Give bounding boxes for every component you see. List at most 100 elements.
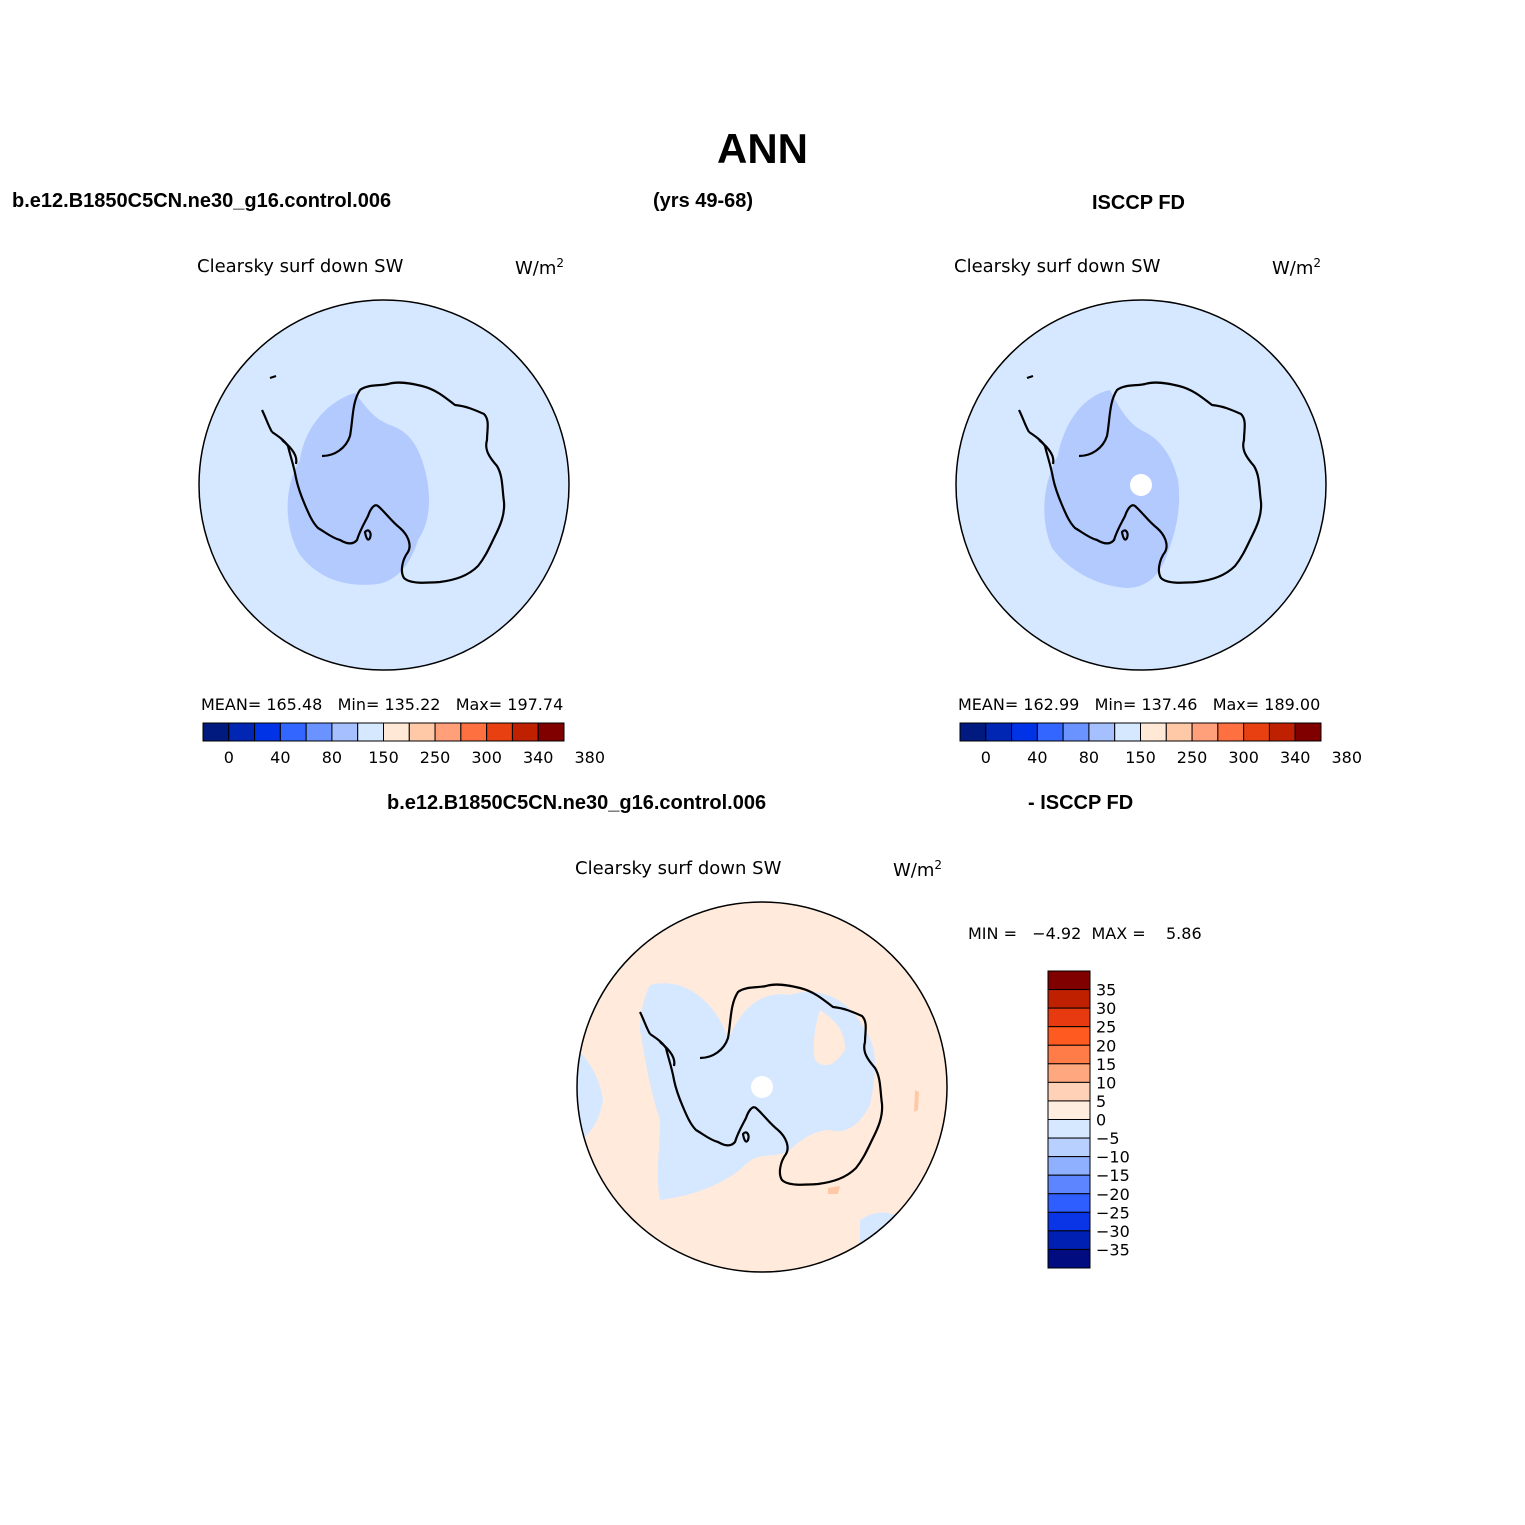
model-colorbar-tick-label: 0	[224, 748, 234, 767]
obs-colorbar-swatch	[1036, 722, 1064, 742]
diff-colorbar-tick-label: 35	[1096, 981, 1116, 1000]
obs-units: W/m	[1272, 258, 1314, 279]
diff-colorbar-swatch	[1047, 1026, 1091, 1046]
model-colorbar-swatch	[537, 722, 565, 742]
obs-colorbar-swatch	[1140, 722, 1167, 742]
model-coastline	[261, 374, 506, 584]
obs-coastline	[1018, 374, 1263, 584]
obs-colorbar-swatch	[1294, 722, 1322, 742]
obs-colorbar-swatch	[1165, 722, 1193, 742]
diff-obs-name: - ISCCP FD	[1028, 792, 1134, 814]
diff-colorbar-swatch	[1047, 1230, 1091, 1250]
diff-colorbar-swatch	[1047, 1044, 1091, 1065]
model-colorbar-swatch	[331, 722, 359, 742]
model-colorbar-swatch	[408, 722, 436, 742]
diff-colorbar-tick-label: −15	[1096, 1166, 1130, 1185]
model-colorbar-tick-label: 340	[523, 748, 554, 767]
diff-units-label: W/m2	[893, 858, 942, 881]
diff-colorbar-swatch	[1047, 1248, 1091, 1269]
model-colorbar-tick-label: 150	[368, 748, 399, 767]
diff-colorbar-tick-label: −30	[1096, 1222, 1130, 1241]
diff-colorbar-swatch	[1047, 1063, 1091, 1083]
obs-colorbar: 0 40 80 150 250 300 340 380	[959, 722, 1363, 767]
diff-colorbar-swatch	[1047, 1211, 1091, 1232]
diff-colorbar-tick-label: −20	[1096, 1185, 1130, 1204]
obs-colorbar-swatch	[1191, 722, 1219, 742]
obs-colorbar-swatch	[985, 722, 1013, 742]
diff-colorbar-tick-label: −5	[1096, 1129, 1120, 1148]
diff-colorbar-tick-label: 20	[1096, 1036, 1116, 1055]
diff-colorbar-swatch	[1047, 1137, 1091, 1158]
model-colorbar-swatch	[383, 722, 410, 742]
model-units-exp: 2	[556, 256, 565, 270]
diff-colorbar-tick-label: 10	[1096, 1073, 1116, 1092]
model-stats: MEAN= 165.48 Min= 135.22 Max= 197.74	[201, 695, 564, 714]
model-colorbar-swatch	[202, 722, 230, 742]
obs-variable-label: Clearsky surf down SW	[954, 256, 1161, 277]
diff-colorbar-tick-label: −25	[1096, 1203, 1130, 1222]
obs-units-label: W/m2	[1272, 256, 1321, 279]
diff-map-border	[576, 901, 948, 1273]
model-colorbar-swatch	[254, 722, 281, 742]
model-colorbar-tick-label: 40	[270, 748, 290, 767]
diff-colorbar-tick-label: 30	[1096, 999, 1116, 1018]
model-colorbar-tick-label: 250	[420, 748, 451, 767]
obs-stats: MEAN= 162.99 Min= 137.46 Max= 189.00	[958, 695, 1321, 714]
diff-colorbar-swatch	[1047, 1007, 1091, 1028]
diff-case-name: b.e12.B1850C5CN.ne30_g16.control.006	[387, 792, 767, 814]
diff-colorbar-swatch	[1047, 1119, 1091, 1139]
obs-low-flux-region	[1044, 390, 1180, 588]
model-colorbar-tick-label: 80	[322, 748, 342, 767]
obs-map-border	[955, 299, 1327, 671]
obs-name: ISCCP FD	[1092, 192, 1185, 214]
obs-colorbar-tick-label: 80	[1079, 748, 1099, 767]
diff-colorbar-swatch	[1047, 1081, 1091, 1102]
obs-colorbar-swatch	[959, 722, 987, 742]
model-units-label: W/m2	[515, 256, 564, 279]
diff-minmax: MIN = −4.92 MAX = 5.86	[968, 924, 1202, 943]
obs-colorbar-tick-label: 250	[1177, 748, 1208, 767]
obs-colorbar-swatch	[1114, 722, 1141, 742]
model-variable-label: Clearsky surf down SW	[197, 256, 404, 277]
diff-map-fill	[577, 902, 947, 1272]
obs-colorbar-tick-label: 380	[1332, 748, 1363, 767]
diff-colorbar-swatch	[1047, 1100, 1091, 1120]
obs-colorbar-tick-label: 150	[1125, 748, 1156, 767]
diff-pole-hole	[751, 1076, 773, 1098]
diff-variable-label: Clearsky surf down SW	[575, 858, 782, 879]
diff-colorbar-tick-label: 15	[1096, 1055, 1116, 1074]
obs-colorbar-swatch	[1217, 722, 1245, 742]
model-low-flux-region	[287, 393, 430, 585]
model-colorbar-swatch	[460, 722, 488, 742]
diff-units: W/m	[893, 860, 935, 881]
obs-colorbar-swatch	[1268, 722, 1296, 742]
obs-pole-hole	[1130, 474, 1152, 496]
obs-colorbar-tick-label: 40	[1027, 748, 1047, 767]
obs-colorbar-swatch	[1062, 722, 1090, 742]
model-colorbar-swatch	[279, 722, 307, 742]
obs-colorbar-tick-label: 340	[1280, 748, 1311, 767]
diff-colorbar-tick-label: 25	[1096, 1018, 1116, 1037]
diff-colorbar-swatch	[1047, 989, 1091, 1009]
obs-colorbar-tick-label: 300	[1228, 748, 1259, 767]
obs-colorbar-swatch	[1243, 722, 1270, 742]
obs-units-exp: 2	[1313, 256, 1322, 270]
model-map-border	[198, 299, 570, 671]
obs-colorbar-swatch	[1088, 722, 1116, 742]
model-units: W/m	[515, 258, 557, 279]
diff-colorbar-tick-label: −35	[1096, 1240, 1130, 1259]
model-colorbar-swatch	[511, 722, 539, 742]
case-name: b.e12.B1850C5CN.ne30_g16.control.006	[12, 190, 392, 212]
diff-colorbar-tick-label: 0	[1096, 1111, 1106, 1130]
model-colorbar-tick-label: 380	[575, 748, 606, 767]
diff-strong-patch	[914, 1090, 919, 1112]
page-title: ANN	[717, 125, 808, 172]
diff-negative-west	[577, 1050, 603, 1140]
diff-colorbar-swatch	[1047, 970, 1091, 991]
diff-negative-south	[860, 1212, 905, 1260]
diff-colorbar-tick-label: 5	[1096, 1092, 1106, 1111]
model-colorbar-swatch	[434, 722, 462, 742]
diff-colorbar-swatch	[1047, 1156, 1091, 1176]
model-colorbar-swatch	[357, 722, 385, 742]
